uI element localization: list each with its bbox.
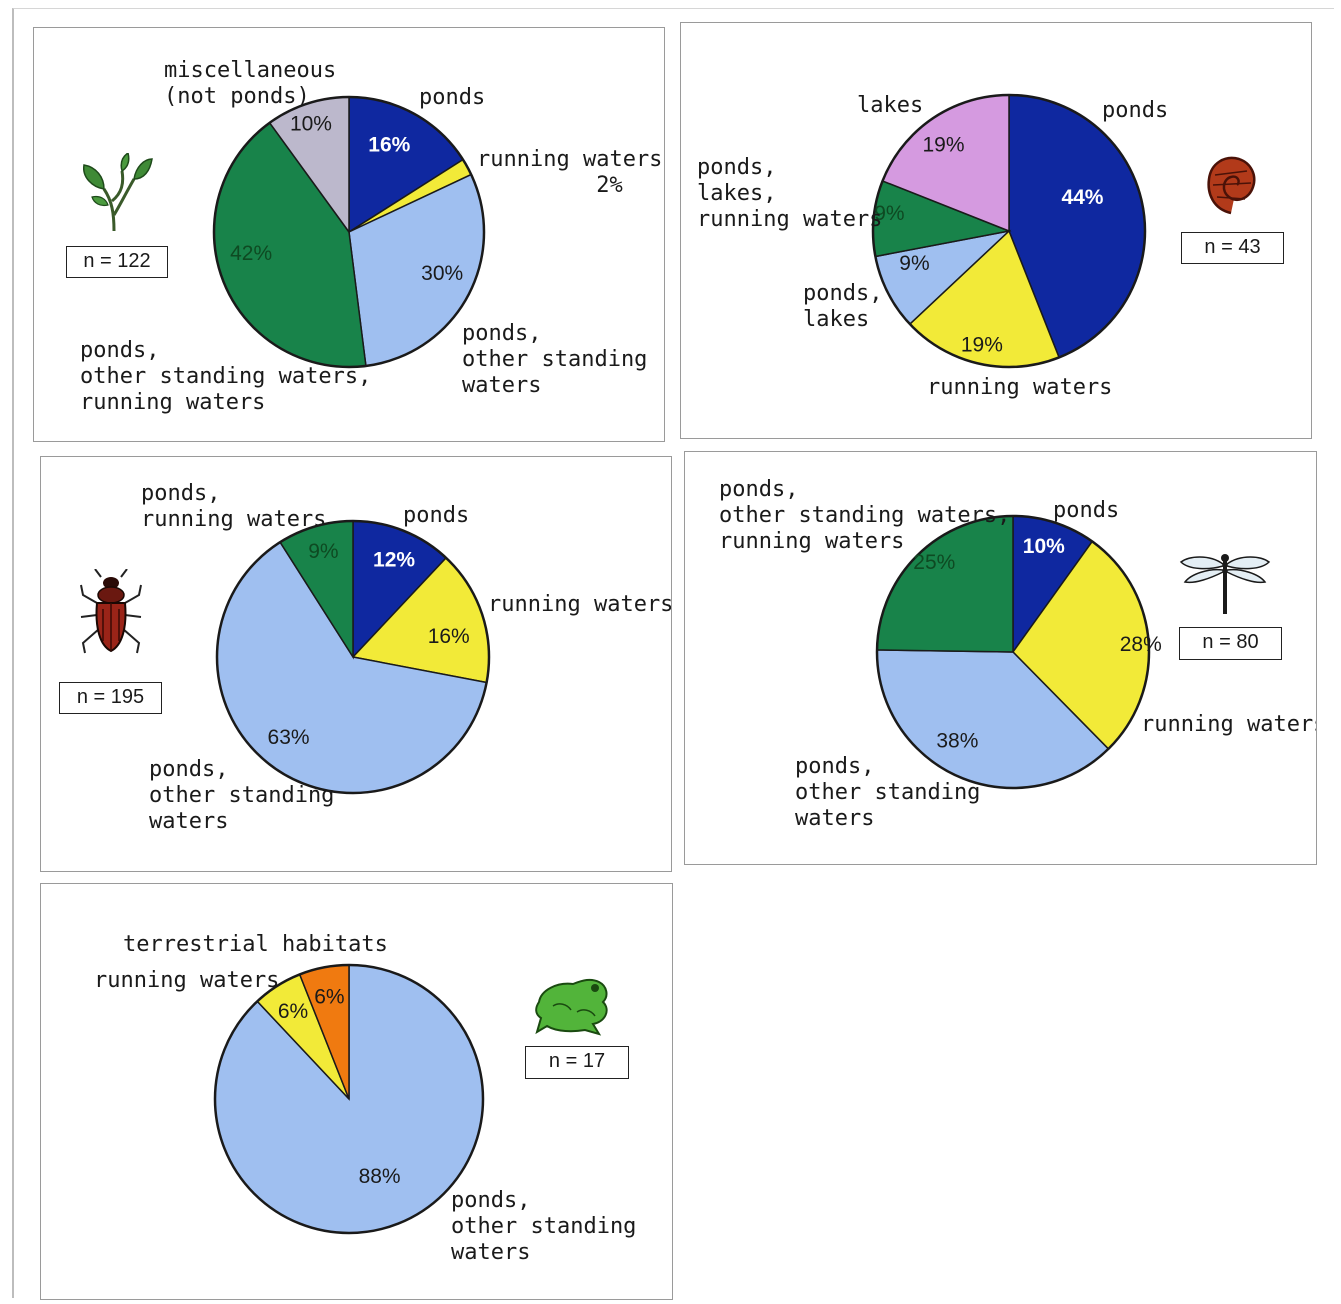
- category-label-ponds: ponds: [1053, 498, 1120, 523]
- pie-chart-snails: 44% 19% 9% 9% 19%: [871, 93, 1147, 369]
- category-label-terrestrial-habitats: terrestrial habitats: [123, 932, 388, 957]
- slice-value-label-2: 30%: [421, 262, 463, 285]
- category-label-running-waters: running waters: [1141, 712, 1317, 737]
- sample-size-box: n = 122: [66, 246, 168, 278]
- category-label-running-waters: running waters: [488, 592, 672, 617]
- category-label-ponds-running: ponds, running waters: [141, 481, 327, 532]
- sample-size-box: n = 195: [59, 682, 162, 714]
- slice-value-label-3: 9%: [874, 202, 904, 225]
- pie-chart-beetles: 12% 16% 63% 9%: [215, 519, 491, 795]
- slice-value-label-4: 19%: [922, 133, 964, 156]
- category-label-lakes: lakes: [857, 93, 924, 118]
- pie-outline: [212, 95, 486, 369]
- slice-value-label-1: 28%: [1120, 633, 1162, 656]
- chart-panel-plants: 16% 30% 42% 10% n = 122 miscellaneous (not …: [33, 27, 665, 442]
- category-label-ponds-standing: ponds, other standing waters: [149, 757, 335, 834]
- slice-value-label-2: 6%: [314, 985, 344, 1008]
- category-label-ponds-lakes-running: ponds, lakes, running waters: [697, 155, 883, 232]
- slice-value-label-0: 44%: [1061, 186, 1103, 209]
- pie-outline: [871, 93, 1147, 369]
- pie-outline: [215, 519, 491, 795]
- category-label-miscellaneous: miscellaneous (not ponds): [164, 58, 337, 109]
- slice-value-label-2: 9%: [899, 252, 929, 275]
- category-label-ponds: ponds: [1102, 98, 1169, 123]
- chart-panel-dragonflies: 10% 28% 38% 25% n = 80 ponds, other standin…: [684, 451, 1317, 865]
- category-label-ponds-standing-running: ponds, other standing waters, running wa…: [719, 477, 1011, 554]
- category-label-running-waters: running waters 2%: [477, 147, 663, 198]
- slice-value-label-0: 10%: [1023, 535, 1065, 558]
- chart-panel-snails: 44% 19% 9% 9% 19% n = 43 lakes ponds ponds, …: [680, 22, 1312, 439]
- pie-chart-plants: 16% 30% 42% 10%: [212, 95, 486, 369]
- slice-value-label-0: 16%: [368, 134, 410, 157]
- slice-value-label-1: 16%: [428, 625, 470, 648]
- sample-size-box: n = 43: [1181, 232, 1284, 264]
- sample-size-box: n = 80: [1179, 627, 1282, 660]
- category-label-ponds-standing: ponds, other standing waters: [451, 1188, 637, 1265]
- category-label-ponds: ponds: [419, 85, 486, 110]
- slice-value-label-1: 19%: [961, 334, 1003, 357]
- slice-value-label-4: 10%: [290, 113, 332, 136]
- sample-size-box: n = 17: [525, 1046, 629, 1079]
- pie-chart-frogs: 88% 6% 6%: [213, 963, 485, 1235]
- category-label-ponds-standing: ponds, other standing waters: [795, 754, 981, 831]
- dragonfly-icon: [1179, 554, 1271, 614]
- category-label-running-waters: running waters: [94, 968, 280, 993]
- slice-value-label-3: 42%: [230, 242, 272, 265]
- pie-outline: [875, 514, 1151, 790]
- category-label-running-waters: running waters: [927, 375, 1113, 400]
- pie-chart-dragonflies: 10% 28% 38% 25%: [875, 514, 1162, 790]
- slice-value-label-2: 63%: [268, 726, 310, 749]
- slice-value-label-3: 9%: [308, 540, 338, 563]
- slice-value-label-0: 12%: [373, 548, 415, 571]
- snail-shell-icon: [1207, 156, 1256, 215]
- chart-panel-beetles: 12% 16% 63% 9% n = 195 ponds, running water…: [40, 456, 672, 872]
- page-frame: [12, 8, 1334, 1298]
- frog-icon: [535, 978, 608, 1036]
- plant-sprig-icon: [83, 153, 153, 232]
- slice-value-label-1: 6%: [278, 1000, 308, 1023]
- pie-outline: [213, 963, 485, 1235]
- slice-value-label-0: 88%: [359, 1165, 401, 1188]
- chart-panel-frogs: 88% 6% 6% n = 17 terrestrial habitats runn…: [40, 883, 673, 1300]
- category-label-ponds-standing: ponds, other standing waters: [462, 321, 648, 398]
- category-label-ponds: ponds: [403, 503, 470, 528]
- category-label-ponds-lakes: ponds, lakes: [803, 281, 883, 332]
- beetle-icon: [80, 569, 142, 654]
- category-label-ponds-standing-running: ponds, other standing waters, running wa…: [80, 338, 372, 415]
- slice-value-label-2: 38%: [936, 730, 978, 753]
- slice-value-label-3: 25%: [913, 551, 955, 574]
